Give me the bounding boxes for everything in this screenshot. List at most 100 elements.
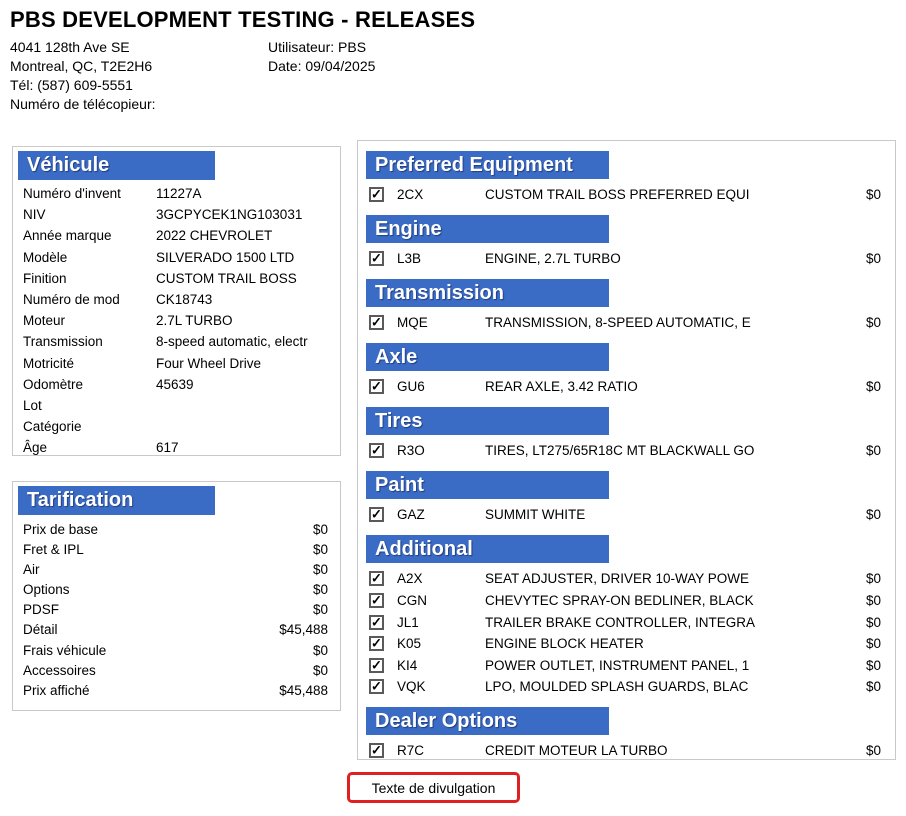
checkmark-icon: ✓ bbox=[371, 570, 382, 586]
option-price: $0 bbox=[865, 571, 881, 587]
address-line-2: Montreal, QC, T2E2H6 bbox=[10, 58, 153, 74]
option-row: ✓ K05 ENGINE BLOCK HEATER $0 bbox=[358, 633, 895, 655]
phone-line: Tél: (587) 609-5551 bbox=[10, 77, 133, 93]
pricing-label: Fret & IPL bbox=[23, 542, 84, 558]
option-code: JL1 bbox=[397, 614, 419, 630]
pricing-label: PDSF bbox=[23, 602, 60, 618]
checkmark-icon: ✓ bbox=[371, 635, 382, 651]
pricing-value: $45,488 bbox=[279, 682, 328, 698]
checkmark-icon: ✓ bbox=[371, 592, 382, 608]
option-checkbox[interactable]: ✓ bbox=[369, 570, 384, 587]
option-checkbox[interactable]: ✓ bbox=[369, 743, 384, 759]
option-checkbox[interactable]: ✓ bbox=[369, 250, 384, 266]
pricing-value: $0 bbox=[312, 562, 328, 578]
user-info-block: Utilisateur: PBS Date: 09/04/2025 bbox=[268, 38, 375, 76]
pricing-value: $0 bbox=[312, 642, 328, 658]
vehicle-field-value: CUSTOM TRAIL BOSS bbox=[156, 270, 297, 286]
option-row: ✓ JL1 TRAILER BRAKE CONTROLLER, INTEGRA $0 bbox=[358, 611, 895, 633]
option-checkbox[interactable]: ✓ bbox=[369, 657, 384, 673]
option-description: LPO, MOULDED SPLASH GUARDS, BLAC bbox=[485, 679, 749, 695]
option-checkbox[interactable]: ✓ bbox=[369, 442, 384, 459]
option-price: $0 bbox=[865, 314, 881, 330]
vehicle-field-value: 11227A bbox=[156, 186, 202, 201]
option-price: $0 bbox=[865, 679, 881, 695]
option-price: $0 bbox=[865, 507, 881, 523]
options-section-title: Transmission bbox=[366, 278, 609, 307]
option-description: TRAILER BRAKE CONTROLLER, INTEGRA bbox=[485, 614, 756, 630]
vehicle-field-row: Moteur 2.7L TURBO bbox=[13, 310, 340, 331]
option-checkbox[interactable]: ✓ bbox=[369, 506, 384, 523]
pricing-label: Prix affiché bbox=[23, 682, 90, 698]
option-row: ✓ L3B ENGINE, 2.7L TURBO $0 bbox=[358, 248, 895, 270]
option-checkbox[interactable]: ✓ bbox=[369, 614, 384, 630]
pricing-row: Prix affiché $45,488 bbox=[13, 681, 340, 701]
pricing-value: $0 bbox=[312, 602, 328, 618]
option-checkbox[interactable]: ✓ bbox=[369, 379, 384, 395]
options-section-title: Tires bbox=[366, 406, 609, 435]
option-description: ENGINE, 2.7L TURBO bbox=[485, 250, 621, 266]
option-code: GU6 bbox=[397, 379, 425, 395]
vehicle-field-value: SILVERADO 1500 LTD bbox=[156, 249, 295, 265]
vehicle-field-label: Âge bbox=[23, 440, 48, 456]
option-price: $0 bbox=[865, 443, 881, 459]
vehicle-field-row: Modèle SILVERADO 1500 LTD bbox=[13, 247, 340, 268]
pricing-label: Accessoires bbox=[23, 662, 96, 678]
vehicle-field-value: 45639 bbox=[156, 376, 194, 392]
pricing-value: $45,488 bbox=[279, 622, 328, 638]
fax-line: Numéro de télécopieur: bbox=[10, 96, 156, 112]
option-checkbox[interactable]: ✓ bbox=[369, 635, 384, 652]
option-description: TIRES, LT275/65R18C MT BLACKWALL GO bbox=[485, 443, 755, 459]
vehicle-field-label: Moteur bbox=[23, 313, 66, 329]
pricing-value: $0 bbox=[312, 542, 328, 558]
option-code: R7C bbox=[397, 743, 425, 759]
vehicle-field-value: 2.7L TURBO bbox=[156, 313, 233, 329]
option-row: ✓ CGN CHEVYTEC SPRAY-ON BEDLINER, BLACK $0 bbox=[358, 590, 895, 612]
address-line-1: 4041 128th Ave SE bbox=[10, 39, 130, 55]
option-code: K05 bbox=[397, 636, 422, 652]
pricing-label: Détail bbox=[23, 622, 58, 638]
checkmark-icon: ✓ bbox=[371, 506, 382, 522]
option-code: MQE bbox=[397, 314, 428, 330]
vehicle-field-value: 2022 CHEVROLET bbox=[156, 228, 273, 244]
option-code: 2CX bbox=[397, 186, 424, 202]
option-price: $0 bbox=[865, 743, 881, 759]
option-checkbox[interactable]: ✓ bbox=[369, 314, 384, 330]
vehicle-field-row: Numéro d'invent 11227A bbox=[13, 183, 340, 204]
option-checkbox[interactable]: ✓ bbox=[369, 186, 384, 202]
option-checkbox[interactable]: ✓ bbox=[369, 679, 384, 695]
checkmark-icon: ✓ bbox=[371, 442, 382, 458]
pricing-panel: Tarification Prix de base $0 Fret & IPL $0 A… bbox=[12, 481, 341, 711]
vehicle-field-list: Numéro d'invent 11227A NIV 3GCPYCEK1NG10303… bbox=[13, 183, 340, 456]
option-description: CHEVYTEC SPRAY-ON BEDLINER, BLACK bbox=[485, 592, 754, 608]
vehicle-field-value: 617 bbox=[156, 440, 179, 456]
user-line: Utilisateur: PBS bbox=[268, 39, 367, 55]
pricing-row: Accessoires $0 bbox=[13, 661, 340, 681]
vehicle-field-row: Finition CUSTOM TRAIL BOSS bbox=[13, 268, 340, 289]
vehicle-field-value: Four Wheel Drive bbox=[156, 355, 262, 371]
checkmark-icon: ✓ bbox=[371, 657, 382, 673]
options-section-title: Engine bbox=[366, 214, 609, 243]
option-code: GAZ bbox=[397, 507, 425, 523]
vehicle-field-label: Transmission bbox=[23, 334, 103, 350]
dealer-address-block: 4041 128th Ave SE Montreal, QC, T2E2H6 T… bbox=[10, 38, 156, 114]
pricing-value: $0 bbox=[312, 582, 328, 598]
option-price: $0 bbox=[865, 186, 881, 202]
options-section-title: Dealer Options bbox=[366, 707, 609, 736]
pricing-row: Détail $45,488 bbox=[13, 620, 340, 640]
option-row: ✓ VQK LPO, MOULDED SPLASH GUARDS, BLAC $0 bbox=[358, 676, 895, 698]
vehicle-field-label: Numéro d'invent bbox=[23, 186, 121, 201]
vehicle-field-row: Année marque 2022 CHEVROLET bbox=[13, 225, 340, 246]
option-checkbox[interactable]: ✓ bbox=[369, 592, 384, 608]
vehicle-field-label: Finition bbox=[23, 270, 67, 286]
vehicle-field-value bbox=[156, 416, 340, 437]
options-section-title: Additional bbox=[366, 535, 609, 564]
disclosure-text-button[interactable]: Texte de divulgation bbox=[347, 772, 520, 803]
option-row: ✓ GAZ SUMMIT WHITE $0 bbox=[358, 504, 895, 526]
vehicle-field-row: Odomètre 45639 bbox=[13, 374, 340, 395]
vehicle-field-value: 8-speed automatic, electr bbox=[156, 334, 308, 350]
vehicle-field-label: Motricité bbox=[23, 355, 75, 371]
pricing-value: $0 bbox=[312, 522, 328, 537]
options-section-title: Paint bbox=[366, 470, 609, 499]
option-description: CREDIT MOTEUR LA TURBO bbox=[485, 743, 668, 759]
checkmark-icon: ✓ bbox=[371, 186, 382, 202]
